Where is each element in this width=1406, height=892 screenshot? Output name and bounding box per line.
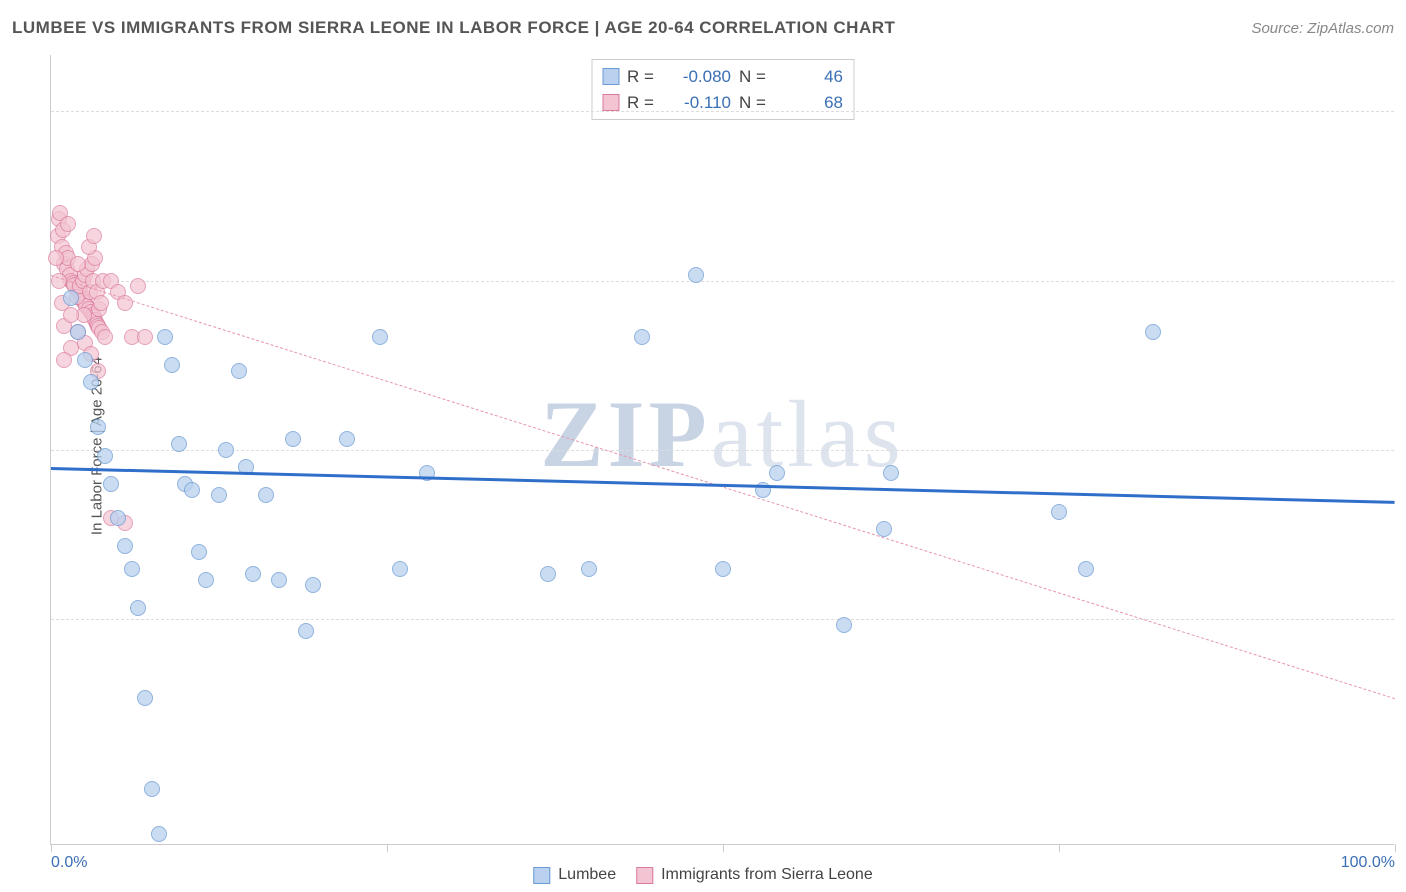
data-point-sierra-leone — [130, 278, 146, 294]
data-point-lumbee — [339, 431, 355, 447]
title-bar: LUMBEE VS IMMIGRANTS FROM SIERRA LEONE I… — [12, 18, 1394, 38]
watermark: ZIPatlas — [540, 379, 904, 489]
data-point-lumbee — [688, 267, 704, 283]
data-point-lumbee — [285, 431, 301, 447]
data-point-lumbee — [1078, 561, 1094, 577]
swatch-sierra-leone — [636, 867, 653, 884]
data-point-lumbee — [258, 487, 274, 503]
x-tick — [723, 844, 724, 852]
data-point-lumbee — [298, 623, 314, 639]
data-point-lumbee — [1145, 324, 1161, 340]
data-point-lumbee — [151, 826, 167, 842]
data-point-lumbee — [581, 561, 597, 577]
data-point-lumbee — [271, 572, 287, 588]
x-tick — [1059, 844, 1060, 852]
data-point-sierra-leone — [86, 228, 102, 244]
stats-row-a: R = -0.080 N = 46 — [602, 64, 843, 90]
r-value-a: -0.080 — [671, 64, 731, 90]
data-point-lumbee — [211, 487, 227, 503]
data-point-lumbee — [191, 544, 207, 560]
data-point-lumbee — [117, 538, 133, 554]
watermark-rest: atlas — [711, 381, 905, 487]
data-point-lumbee — [97, 448, 113, 464]
data-point-lumbee — [769, 465, 785, 481]
data-point-lumbee — [70, 324, 86, 340]
legend-item-sierra-leone: Immigrants from Sierra Leone — [636, 866, 873, 884]
data-point-lumbee — [171, 436, 187, 452]
data-point-lumbee — [372, 329, 388, 345]
data-point-lumbee — [540, 566, 556, 582]
x-tick-label: 100.0% — [1341, 854, 1395, 872]
plot-area: ZIPatlas R = -0.080 N = 46 R = -0.110 N … — [50, 55, 1394, 845]
x-tick — [1395, 844, 1396, 852]
data-point-sierra-leone — [70, 256, 86, 272]
legend-label-lumbee: Lumbee — [558, 866, 616, 884]
swatch-lumbee — [602, 68, 619, 85]
chart-title: LUMBEE VS IMMIGRANTS FROM SIERRA LEONE I… — [12, 18, 895, 38]
data-point-lumbee — [164, 357, 180, 373]
data-point-lumbee — [144, 781, 160, 797]
data-point-sierra-leone — [56, 352, 72, 368]
gridline-h — [51, 281, 1394, 282]
data-point-lumbee — [876, 521, 892, 537]
data-point-lumbee — [90, 419, 106, 435]
data-point-lumbee — [231, 363, 247, 379]
legend-item-lumbee: Lumbee — [533, 866, 616, 884]
data-point-lumbee — [83, 374, 99, 390]
legend-label-sierra-leone: Immigrants from Sierra Leone — [661, 866, 873, 884]
data-point-sierra-leone — [48, 250, 64, 266]
data-point-lumbee — [103, 476, 119, 492]
x-tick — [387, 844, 388, 852]
swatch-lumbee — [533, 867, 550, 884]
data-point-lumbee — [137, 690, 153, 706]
data-point-lumbee — [305, 577, 321, 593]
data-point-lumbee — [124, 561, 140, 577]
data-point-lumbee — [130, 600, 146, 616]
data-point-lumbee — [63, 290, 79, 306]
data-point-lumbee — [1051, 504, 1067, 520]
data-point-lumbee — [836, 617, 852, 633]
trend-line-lumbee — [51, 467, 1395, 504]
data-point-lumbee — [157, 329, 173, 345]
data-point-sierra-leone — [137, 329, 153, 345]
series-legend: Lumbee Immigrants from Sierra Leone — [533, 866, 872, 884]
data-point-sierra-leone — [63, 307, 79, 323]
data-point-lumbee — [184, 482, 200, 498]
n-value-a: 46 — [783, 64, 843, 90]
data-point-sierra-leone — [93, 295, 109, 311]
data-point-sierra-leone — [60, 216, 76, 232]
data-point-lumbee — [392, 561, 408, 577]
data-point-lumbee — [634, 329, 650, 345]
swatch-sierra-leone — [602, 94, 619, 111]
data-point-lumbee — [883, 465, 899, 481]
x-tick-label: 0.0% — [51, 854, 87, 872]
r-label: R = — [627, 64, 663, 90]
trend-line-sierra-leone — [51, 275, 1395, 699]
gridline-h — [51, 619, 1394, 620]
data-point-lumbee — [110, 510, 126, 526]
gridline-h — [51, 111, 1394, 112]
x-tick — [51, 844, 52, 852]
gridline-h — [51, 450, 1394, 451]
data-point-lumbee — [218, 442, 234, 458]
data-point-lumbee — [245, 566, 261, 582]
data-point-lumbee — [77, 352, 93, 368]
data-point-lumbee — [715, 561, 731, 577]
watermark-bold: ZIP — [540, 381, 710, 487]
n-label: N = — [739, 64, 775, 90]
source-attribution: Source: ZipAtlas.com — [1251, 20, 1394, 37]
data-point-sierra-leone — [97, 329, 113, 345]
data-point-lumbee — [198, 572, 214, 588]
